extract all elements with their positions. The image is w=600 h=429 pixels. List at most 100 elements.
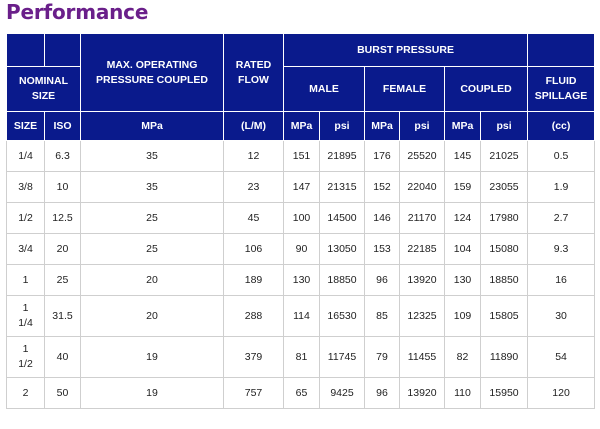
cell-male-psi: 21315 — [319, 171, 365, 203]
cell-female-psi: 22185 — [399, 233, 445, 265]
cell-fluid-spillage: 1.9 — [527, 171, 596, 203]
cell-male-psi: 13050 — [319, 233, 365, 265]
header-female-psi: psi — [399, 111, 445, 141]
cell-coupled-mpa: 124 — [444, 202, 481, 234]
cell-fluid-spillage: 120 — [527, 377, 596, 409]
cell-size: 1 1/2 — [6, 336, 45, 378]
table-row: 1 1/4 31.5 20 288 114 16530 85 12325 109 15805 30 — [6, 295, 596, 337]
cell-male-mpa: 100 — [283, 202, 320, 234]
cell-iso: 50 — [44, 377, 81, 409]
cell-fluid-spillage: 9.3 — [527, 233, 596, 265]
header-lm: (L/M) — [223, 111, 284, 141]
cell-coupled-mpa: 130 — [444, 264, 481, 296]
cell-coupled-mpa: 109 — [444, 295, 481, 337]
cell-fluid-spillage: 54 — [527, 336, 596, 378]
header-iso: ISO — [44, 111, 81, 141]
cell-fluid-spillage: 0.5 — [527, 140, 596, 172]
table-row: 3/4 20 25 106 90 13050 153 22185 104 15080 9.3 — [6, 233, 596, 265]
cell-max-mpa: 25 — [80, 233, 224, 265]
cell-coupled-mpa: 145 — [444, 140, 481, 172]
cell-coupled-mpa: 104 — [444, 233, 481, 265]
cell-coupled-mpa: 110 — [444, 377, 481, 409]
cell-size: 1 1/4 — [6, 295, 45, 337]
cell-coupled-psi: 11890 — [479, 336, 529, 378]
table-row: 1 1/2 40 19 379 81 11745 79 11455 82 11890 54 — [6, 336, 596, 378]
header-blank — [6, 33, 45, 67]
cell-iso: 10 — [44, 171, 81, 203]
header-coupled: COUPLED — [443, 66, 529, 112]
cell-coupled-psi: 15080 — [479, 233, 529, 265]
cell-male-psi: 14500 — [319, 202, 365, 234]
cell-max-mpa: 19 — [80, 377, 224, 409]
table-body: 1/4 6.3 35 12 151 21895 176 25520 145 21025 0.5 3/8… — [6, 140, 596, 409]
cell-iso: 12.5 — [44, 202, 81, 234]
cell-male-mpa: 114 — [283, 295, 320, 337]
header-fluid-spillage: FLUID SPILLAGE — [527, 66, 596, 112]
cell-max-mpa: 25 — [80, 202, 224, 234]
cell-coupled-psi: 17980 — [479, 202, 529, 234]
cell-iso: 31.5 — [44, 295, 81, 337]
cell-female-psi: 11455 — [399, 336, 445, 378]
header-male: MALE — [283, 66, 365, 112]
cell-size: 1 — [6, 264, 45, 296]
cell-coupled-psi: 15805 — [479, 295, 529, 337]
table-row: 1/2 12.5 25 45 100 14500 146 21170 124 17980 2.7 — [6, 202, 596, 234]
cell-female-psi: 13920 — [399, 264, 445, 296]
cell-coupled-psi: 21025 — [479, 140, 529, 172]
cell-rated-flow: 189 — [223, 264, 284, 296]
table-row: 1/4 6.3 35 12 151 21895 176 25520 145 21025 0.5 — [6, 140, 596, 172]
performance-table: MAX. OPERATING PRESSURE COUPLED RATED FL… — [6, 33, 596, 409]
cell-max-mpa: 35 — [80, 171, 224, 203]
cell-male-psi: 16530 — [319, 295, 365, 337]
cell-female-psi: 21170 — [399, 202, 445, 234]
cell-female-psi: 25520 — [399, 140, 445, 172]
cell-rated-flow: 12 — [223, 140, 284, 172]
header-female: FEMALE — [364, 66, 445, 112]
cell-coupled-mpa: 159 — [444, 171, 481, 203]
cell-coupled-psi: 23055 — [479, 171, 529, 203]
cell-max-mpa: 20 — [80, 264, 224, 296]
cell-fluid-spillage: 2.7 — [527, 202, 596, 234]
header-size: SIZE — [6, 111, 45, 141]
cell-size: 2 — [6, 377, 45, 409]
header-max-mpa: MPa — [80, 111, 224, 141]
cell-max-mpa: 20 — [80, 295, 224, 337]
cell-coupled-mpa: 82 — [444, 336, 481, 378]
cell-female-mpa: 96 — [364, 264, 400, 296]
header-male-psi: psi — [319, 111, 365, 141]
header-burst-pressure: BURST PRESSURE — [282, 33, 529, 67]
cell-female-mpa: 152 — [364, 171, 400, 203]
cell-rated-flow: 45 — [223, 202, 284, 234]
cell-male-mpa: 90 — [283, 233, 320, 265]
cell-female-mpa: 79 — [364, 336, 400, 378]
cell-male-mpa: 151 — [283, 140, 320, 172]
header-male-mpa: MPa — [283, 111, 320, 141]
header-coupled-psi: psi — [479, 111, 529, 141]
cell-size: 1/2 — [6, 202, 45, 234]
table-row: 3/8 10 35 23 147 21315 152 22040 159 23055 1.9 — [6, 171, 596, 203]
header-blank — [527, 33, 596, 67]
cell-male-mpa: 81 — [283, 336, 320, 378]
cell-fluid-spillage: 16 — [527, 264, 596, 296]
cell-male-mpa: 147 — [283, 171, 320, 203]
page-title: Performance — [6, 0, 149, 24]
table-row: 1 25 20 189 130 18850 96 13920 130 18850 16 — [6, 264, 596, 296]
cell-coupled-psi: 15950 — [479, 377, 529, 409]
cell-iso: 25 — [44, 264, 81, 296]
header-rated-flow: RATED FLOW — [223, 33, 284, 112]
cell-max-mpa: 19 — [80, 336, 224, 378]
cell-male-mpa: 65 — [283, 377, 320, 409]
cell-rated-flow: 23 — [223, 171, 284, 203]
header-nominal-size: NOMINAL SIZE — [6, 66, 81, 112]
cell-size: 1/4 — [6, 140, 45, 172]
cell-female-psi: 13920 — [399, 377, 445, 409]
header-coupled-mpa: MPa — [444, 111, 481, 141]
cell-iso: 20 — [44, 233, 81, 265]
header-female-mpa: MPa — [364, 111, 400, 141]
cell-rated-flow: 106 — [223, 233, 284, 265]
cell-coupled-psi: 18850 — [479, 264, 529, 296]
cell-female-psi: 22040 — [399, 171, 445, 203]
header-blank — [44, 33, 81, 67]
cell-female-mpa: 153 — [364, 233, 400, 265]
header-cc: (cc) — [527, 111, 596, 141]
